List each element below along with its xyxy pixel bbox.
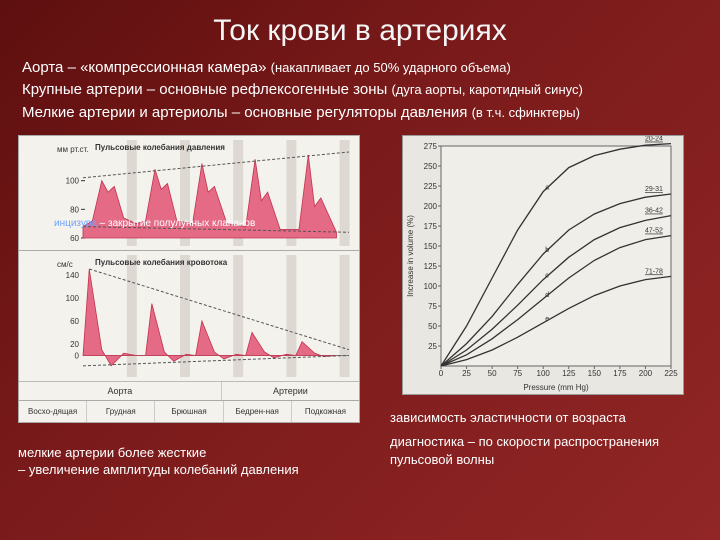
page-title: Ток крови в артериях — [0, 0, 720, 54]
svg-text:50: 50 — [488, 369, 497, 378]
svg-text:47-52: 47-52 — [645, 227, 663, 234]
svg-text:80: 80 — [70, 205, 79, 214]
segment-label: Грудная — [87, 401, 155, 422]
group-arteries: Артерии — [222, 382, 359, 400]
svg-text:100: 100 — [66, 176, 80, 185]
svg-text:c: c — [545, 272, 549, 279]
svg-text:20-24: 20-24 — [645, 136, 663, 143]
segment-label: Брюшная — [155, 401, 223, 422]
svg-text:e: e — [545, 316, 549, 323]
segment-label: Восхо-дящая — [19, 401, 87, 422]
elasticity-chart: 0 25 50 75 100 125 150 175 200 225 25 50 75 100 125 150… — [402, 135, 684, 395]
segment-label: Подкожная — [292, 401, 359, 422]
svg-text:20: 20 — [70, 340, 79, 349]
svg-text:d: d — [545, 292, 549, 299]
bullet-large-arteries: Крупные артерии – основные рефлексогенны… — [22, 80, 698, 100]
svg-text:200: 200 — [424, 202, 438, 211]
pressure-panel: Пульсовые колебания давления 60 80 100 мм рт… — [19, 136, 359, 251]
svg-text:225: 225 — [664, 369, 678, 378]
svg-text:мм рт.ст.: мм рт.ст. — [57, 145, 89, 154]
svg-text:Increase in volume (%): Increase in volume (%) — [406, 215, 415, 297]
svg-text:150: 150 — [588, 369, 602, 378]
segment-label: Бедрен-ная — [224, 401, 292, 422]
svg-text:25: 25 — [428, 342, 437, 351]
caption-right-1: зависимость эластичности от возраста — [390, 409, 626, 427]
svg-text:100: 100 — [66, 294, 80, 303]
svg-text:100: 100 — [424, 282, 438, 291]
svg-text:175: 175 — [424, 222, 438, 231]
svg-text:36-42: 36-42 — [645, 207, 663, 214]
segment-labels-row: Восхо-дящаяГруднаяБрюшнаяБедрен-наяПодко… — [19, 400, 359, 422]
svg-text:250: 250 — [424, 162, 438, 171]
svg-text:50: 50 — [428, 322, 437, 331]
svg-text:275: 275 — [424, 142, 438, 151]
svg-text:60: 60 — [70, 317, 79, 326]
caption-right-2: диагностика – по скорости распространени… — [390, 433, 702, 469]
svg-text:125: 125 — [424, 262, 438, 271]
svg-text:см/с: см/с — [57, 260, 73, 269]
svg-text:25: 25 — [462, 369, 471, 378]
svg-text:a: a — [545, 184, 549, 191]
svg-text:140: 140 — [66, 271, 80, 280]
flow-panel: Пульсовые колебания кровотока 0 20 60 100 140… — [19, 251, 359, 381]
group-aorta: Аорта — [19, 382, 222, 400]
svg-text:Пульсовые колебания кровотока: Пульсовые колебания кровотока — [95, 258, 228, 267]
bullet-aorta: Аорта – «компрессионная камера» (накапли… — [22, 58, 698, 78]
svg-text:Pressure (mm Hg): Pressure (mm Hg) — [523, 383, 589, 392]
svg-text:60: 60 — [70, 234, 79, 243]
pulsation-figure: Пульсовые колебания давления 60 80 100 мм рт… — [18, 135, 360, 423]
svg-text:75: 75 — [513, 369, 522, 378]
svg-text:175: 175 — [613, 369, 627, 378]
svg-text:29-31: 29-31 — [645, 186, 663, 193]
svg-text:Пульсовые колебания давления: Пульсовые колебания давления — [95, 143, 225, 152]
svg-text:0: 0 — [75, 351, 80, 360]
incisura-annotation: инцизура – закрытие полулунных клапанов — [54, 218, 255, 229]
svg-text:75: 75 — [428, 302, 437, 311]
left-column: Пульсовые колебания давления 60 80 100 мм рт… — [18, 135, 360, 479]
right-column: 0 25 50 75 100 125 150 175 200 225 25 50 75 100 125 150… — [384, 135, 702, 479]
caption-left: мелкие артерии более жесткие– увеличение… — [18, 445, 360, 479]
svg-text:b: b — [545, 247, 549, 254]
table-group-header: Аорта Артерии — [19, 381, 359, 400]
svg-text:225: 225 — [424, 182, 438, 191]
svg-text:125: 125 — [562, 369, 576, 378]
svg-text:0: 0 — [439, 369, 444, 378]
bullet-list: Аорта – «компрессионная камера» (накапли… — [0, 54, 720, 133]
bullet-small-arteries: Мелкие артерии и артериолы – основные ре… — [22, 103, 698, 123]
svg-text:71-78: 71-78 — [645, 268, 663, 275]
svg-text:150: 150 — [424, 242, 438, 251]
svg-text:100: 100 — [537, 369, 551, 378]
svg-text:200: 200 — [639, 369, 653, 378]
